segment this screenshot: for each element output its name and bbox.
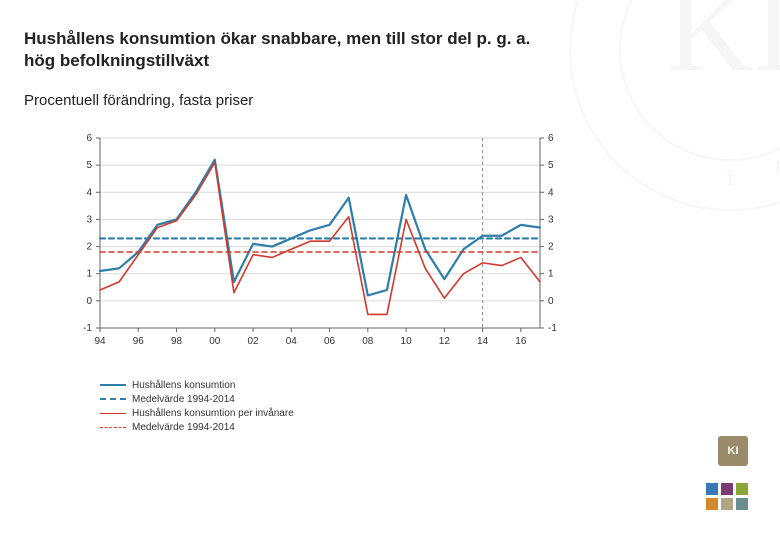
svg-text:2: 2 bbox=[86, 242, 92, 253]
svg-text:1: 1 bbox=[86, 269, 92, 280]
svg-text:0: 0 bbox=[548, 296, 554, 307]
brand-square bbox=[736, 483, 748, 495]
brand-square bbox=[706, 498, 718, 510]
legend-item: Hushållens konsumtion bbox=[100, 378, 294, 392]
legend-label: Medelvärde 1994-2014 bbox=[132, 394, 235, 405]
line-chart: -1-1001122334455669496980002040608101214… bbox=[60, 128, 580, 368]
svg-text:02: 02 bbox=[247, 336, 259, 347]
svg-text:-1: -1 bbox=[548, 323, 557, 334]
svg-text:5: 5 bbox=[86, 160, 92, 171]
svg-text:96: 96 bbox=[133, 336, 145, 347]
legend-item: Medelvärde 1994-2014 bbox=[100, 420, 294, 434]
svg-text:KI: KI bbox=[667, 0, 780, 96]
legend-item: Medelvärde 1994-2014 bbox=[100, 392, 294, 406]
svg-text:3: 3 bbox=[86, 214, 92, 225]
svg-text:1: 1 bbox=[548, 269, 554, 280]
brand-square bbox=[706, 483, 718, 495]
svg-text:00: 00 bbox=[209, 336, 221, 347]
svg-text:3: 3 bbox=[548, 214, 554, 225]
svg-text:4: 4 bbox=[86, 187, 92, 198]
svg-text:5: 5 bbox=[548, 160, 554, 171]
brand-color-squares bbox=[706, 483, 748, 510]
brand-square bbox=[736, 498, 748, 510]
svg-text:08: 08 bbox=[362, 336, 374, 347]
svg-text:10: 10 bbox=[401, 336, 413, 347]
svg-text:6: 6 bbox=[86, 133, 92, 144]
svg-text:06: 06 bbox=[324, 336, 336, 347]
svg-text:04: 04 bbox=[286, 336, 298, 347]
brand-square bbox=[721, 498, 733, 510]
legend-item: Hushållens konsumtion per invånare bbox=[100, 406, 294, 420]
legend-label: Hushållens konsumtion bbox=[132, 380, 235, 391]
svg-text:0: 0 bbox=[86, 296, 92, 307]
svg-text:2: 2 bbox=[548, 242, 554, 253]
svg-text:14: 14 bbox=[477, 336, 489, 347]
svg-text:94: 94 bbox=[94, 336, 106, 347]
ki-logo-badge: KI bbox=[718, 436, 748, 466]
svg-text:4: 4 bbox=[548, 187, 554, 198]
legend-swatch bbox=[100, 384, 126, 386]
ki-seal-watermark: KI INSTITUTET bbox=[560, 0, 780, 220]
svg-text:98: 98 bbox=[171, 336, 183, 347]
svg-text:E: E bbox=[774, 155, 780, 180]
legend-swatch bbox=[100, 398, 126, 400]
svg-text:6: 6 bbox=[548, 133, 554, 144]
legend-label: Medelvärde 1994-2014 bbox=[132, 422, 235, 433]
svg-text:-1: -1 bbox=[83, 323, 92, 334]
svg-text:12: 12 bbox=[439, 336, 451, 347]
brand-square bbox=[721, 483, 733, 495]
legend-swatch bbox=[100, 413, 126, 414]
svg-text:16: 16 bbox=[515, 336, 527, 347]
legend-swatch bbox=[100, 427, 126, 428]
page-subtitle: Procentuell förändring, fasta priser bbox=[24, 92, 253, 109]
legend: Hushållens konsumtion Medelvärde 1994-201… bbox=[100, 378, 294, 434]
legend-label: Hushållens konsumtion per invånare bbox=[132, 408, 294, 419]
svg-text:T: T bbox=[723, 165, 737, 190]
page-title: Hushållens konsumtion ökar snabbare, men… bbox=[24, 28, 564, 72]
